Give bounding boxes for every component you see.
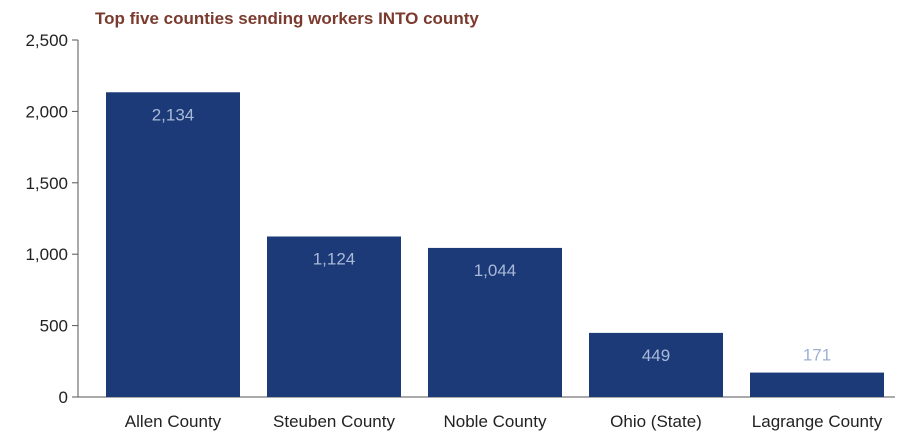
bar bbox=[267, 236, 401, 397]
data-label: 1,044 bbox=[474, 261, 517, 280]
x-tick-label: Allen County bbox=[125, 412, 222, 431]
x-tick-label: Steuben County bbox=[273, 412, 395, 431]
data-label: 2,134 bbox=[152, 105, 195, 124]
bar bbox=[106, 92, 240, 397]
bar bbox=[589, 332, 723, 397]
data-label: 449 bbox=[642, 346, 670, 365]
labels: Allen County 2,134 Steuben County 1,124 Nobl… bbox=[125, 105, 883, 431]
chart-title: Top five counties sending workers INTO c… bbox=[95, 9, 479, 28]
x-tick-label: Ohio (State) bbox=[610, 412, 702, 431]
y-tick-label: 500 bbox=[40, 317, 68, 336]
bar bbox=[428, 247, 562, 397]
y-tick-label: 2,000 bbox=[25, 102, 68, 121]
x-tick-label: Lagrange County bbox=[752, 412, 883, 431]
data-label: 1,124 bbox=[313, 249, 356, 268]
data-label: 171 bbox=[803, 346, 831, 365]
bar bbox=[750, 372, 884, 397]
y-tick-label: 1,000 bbox=[25, 245, 68, 264]
y-tick-label: 0 bbox=[59, 388, 68, 407]
bars bbox=[106, 92, 884, 397]
y-tick-label: 1,500 bbox=[25, 174, 68, 193]
x-tick-label: Noble County bbox=[443, 412, 547, 431]
y-tick-label: 2,500 bbox=[25, 31, 68, 50]
